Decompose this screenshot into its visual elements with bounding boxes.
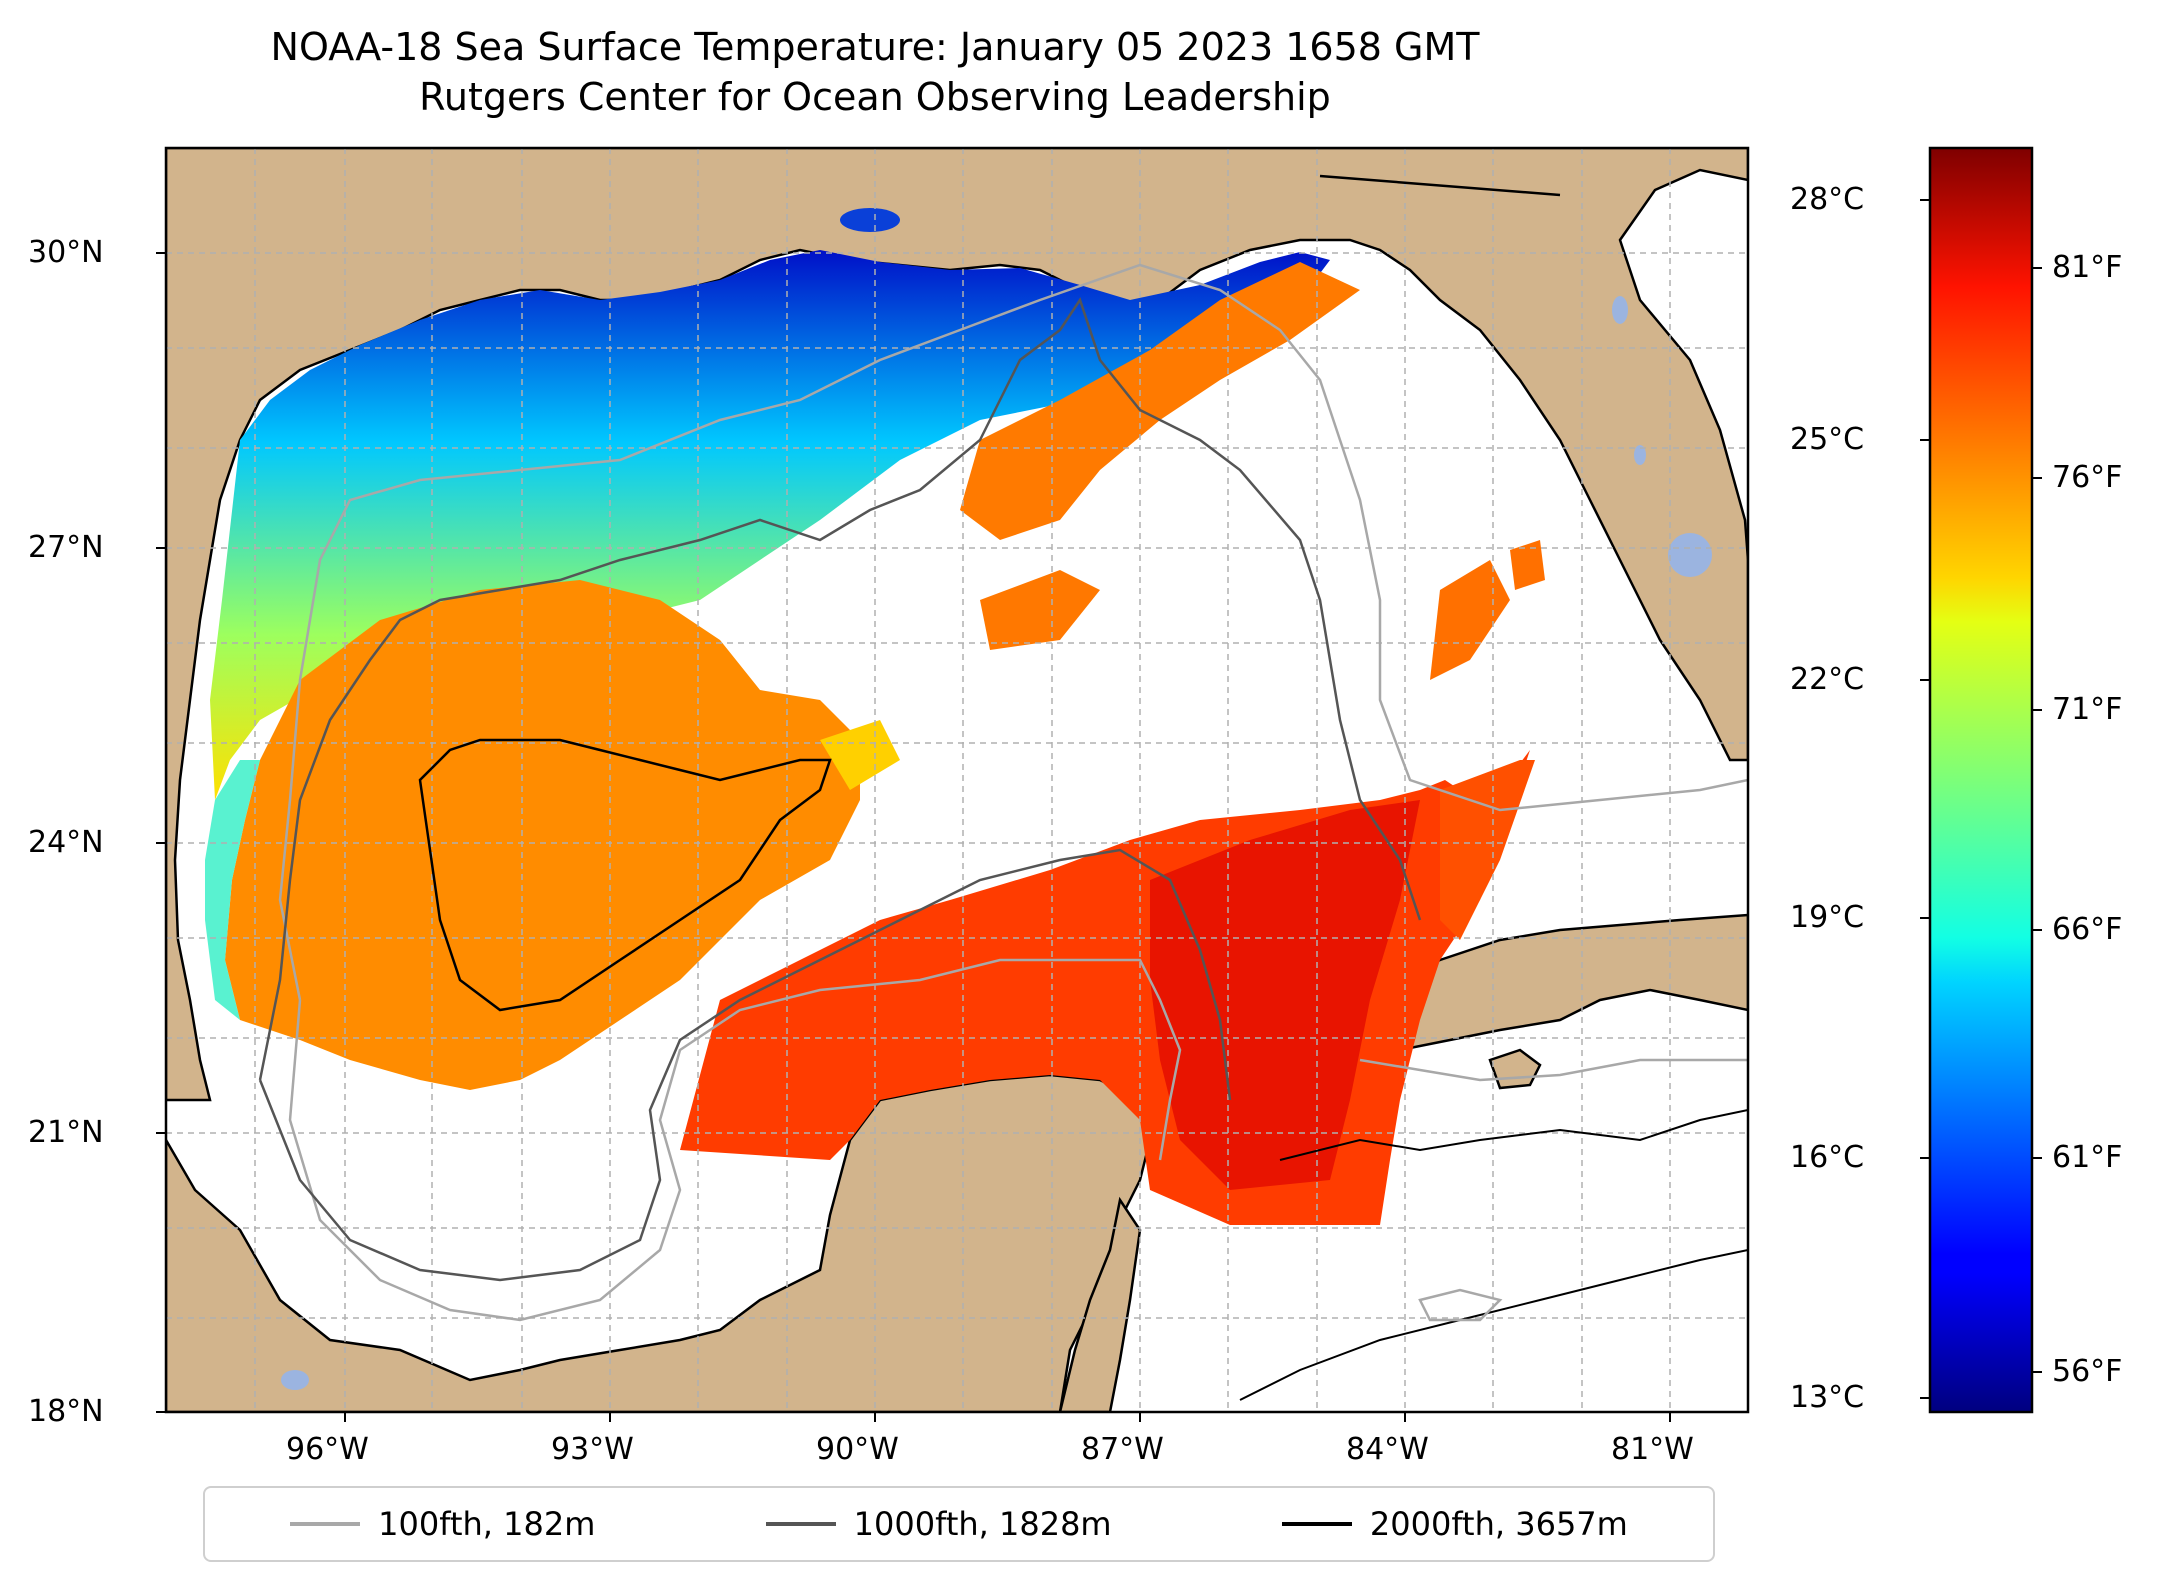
cbar-label-16c: 16°C	[1790, 1140, 1865, 1175]
cbar-label-25c: 25°C	[1790, 422, 1865, 457]
contour-100fth	[278, 263, 1748, 1001]
cbar-label-56f: 56°F	[2052, 1354, 2123, 1389]
cbar-label-22c: 22°C	[1790, 662, 1865, 697]
sst-north-shelf	[210, 250, 1330, 800]
contour-legend: 100fth, 182m 1000fth, 1828m 2000fth, 365…	[203, 1486, 1715, 1562]
land-yucatan-east	[1058, 1196, 1142, 1412]
cbar-label-81f: 81°F	[2052, 250, 2123, 285]
contour-1000fth-south	[258, 848, 1232, 1282]
land-cuba	[1328, 913, 1748, 1052]
grid	[166, 148, 1748, 1412]
lake-mexico-1	[281, 1370, 309, 1390]
legend-item-100fth: 100fth, 182m	[290, 1505, 595, 1543]
colorbar-celsius-ticks	[1920, 199, 1930, 1399]
cbar-label-28c: 28°C	[1790, 182, 1865, 217]
title-line-1: NOAA-18 Sea Surface Temperature: January…	[270, 25, 1480, 69]
sst-cuba-warm-tail	[1440, 760, 1535, 940]
state-border-line	[1319, 174, 1561, 197]
lon-label-81w: 81°W	[1611, 1432, 1694, 1467]
lon-label-84w: 84°W	[1346, 1432, 1429, 1467]
sst-southeast-core	[1150, 800, 1420, 1190]
contour-cuba-shelf	[1359, 1058, 1748, 1082]
sst-patch-florida-2	[1510, 540, 1545, 590]
contour-2000fth-south-2	[1279, 1109, 1748, 1161]
lon-label-96w: 96°W	[286, 1432, 369, 1467]
contour-100fth-yucatan	[288, 958, 1182, 1322]
legend-swatch-2000fth	[1281, 1522, 1352, 1526]
colorbar-fahrenheit-ticks	[2032, 267, 2042, 1373]
lake-pontchartrain	[840, 208, 900, 232]
legend-label-1000fth: 1000fth, 1828m	[853, 1505, 1112, 1543]
sst-northeast-band	[960, 262, 1360, 540]
cbar-label-13c: 13°C	[1790, 1380, 1865, 1415]
legend-swatch-1000fth	[765, 1522, 836, 1526]
plot-frame	[164, 146, 1750, 1414]
cbar-label-61f: 61°F	[2052, 1140, 2123, 1175]
lat-label-18n: 18°N	[28, 1394, 104, 1429]
cbar-label-71f: 71°F	[2052, 692, 2123, 727]
title-line-2: Rutgers Center for Ocean Observing Leade…	[419, 75, 1331, 119]
legend-label-100fth: 100fth, 182m	[378, 1505, 596, 1543]
lat-label-24n: 24°N	[28, 825, 104, 860]
colorbar	[1928, 146, 2034, 1414]
lake-florida-2	[1634, 445, 1646, 465]
sst-west-warm	[225, 580, 860, 1090]
cbar-label-76f: 76°F	[2052, 460, 2123, 495]
contour-2000fth-south	[1239, 1249, 1748, 1401]
sst-patch-central-2	[820, 720, 900, 790]
contour-2000fth	[418, 738, 832, 1012]
legend-swatch-100fth	[290, 1522, 361, 1526]
sst-patch-central-1	[980, 570, 1100, 650]
lat-label-21n: 21°N	[28, 1115, 104, 1150]
lake-okeechobee	[1668, 533, 1712, 577]
contour-1000fth	[258, 297, 1422, 1081]
legend-item-2000fth: 2000fth, 3657m	[1281, 1505, 1628, 1543]
sst-west-coast-cool	[205, 760, 260, 1020]
lon-label-90w: 90°W	[816, 1432, 899, 1467]
lat-label-30n: 30°N	[28, 235, 104, 270]
contour-100fth-cayman	[1418, 1288, 1503, 1322]
cbar-label-19c: 19°C	[1790, 900, 1865, 935]
legend-label-2000fth: 2000fth, 3657m	[1369, 1505, 1628, 1543]
latitude-ticks	[156, 252, 166, 1413]
lat-label-27n: 27°N	[28, 530, 104, 565]
lon-label-87w: 87°W	[1081, 1432, 1164, 1467]
sst-patch-florida-1	[1430, 560, 1510, 680]
chart-title: NOAA-18 Sea Surface Temperature: January…	[150, 22, 1600, 122]
lake-florida-3	[1612, 296, 1628, 324]
lon-label-93w: 93°W	[551, 1432, 634, 1467]
cbar-label-66f: 66°F	[2052, 912, 2123, 947]
longitude-ticks	[344, 1412, 1671, 1422]
legend-item-1000fth: 1000fth, 1828m	[765, 1505, 1112, 1543]
land-us-gulf-coast	[166, 148, 1748, 1102]
